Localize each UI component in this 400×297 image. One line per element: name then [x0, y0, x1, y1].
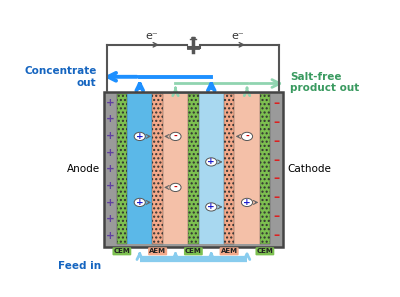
- Text: +: +: [106, 131, 114, 141]
- Text: +: +: [106, 114, 114, 124]
- Text: –: –: [274, 154, 280, 167]
- Text: –: –: [274, 172, 280, 185]
- Text: Salt-free
product out: Salt-free product out: [290, 72, 360, 93]
- Text: +: +: [106, 148, 114, 158]
- Bar: [117, 94, 127, 244]
- Bar: [188, 94, 198, 244]
- Text: –: –: [274, 229, 280, 241]
- Circle shape: [206, 203, 217, 211]
- Text: +: +: [208, 202, 215, 211]
- Text: +: +: [208, 157, 215, 166]
- Text: +: +: [136, 198, 144, 207]
- Bar: [260, 94, 270, 244]
- Text: –: –: [274, 210, 280, 223]
- Text: Concentrate
out: Concentrate out: [24, 66, 96, 88]
- Text: CEM: CEM: [256, 248, 273, 254]
- Bar: [224, 94, 234, 244]
- Circle shape: [170, 183, 181, 192]
- Bar: [104, 92, 282, 247]
- Text: Cathode: Cathode: [287, 165, 331, 174]
- Text: +: +: [136, 132, 144, 141]
- Bar: [163, 94, 188, 244]
- Text: AEM: AEM: [149, 248, 166, 254]
- Text: +: +: [106, 165, 114, 174]
- Text: -: -: [174, 132, 177, 141]
- Text: -: -: [174, 183, 177, 192]
- Bar: [224, 94, 234, 244]
- Text: +: +: [106, 214, 114, 225]
- Text: +: +: [243, 198, 251, 207]
- Text: AEM: AEM: [221, 248, 238, 254]
- Bar: [104, 92, 282, 247]
- Text: +: +: [106, 98, 114, 108]
- Circle shape: [206, 158, 217, 166]
- Text: +: +: [106, 181, 114, 191]
- Text: –: –: [274, 116, 280, 129]
- Text: e⁻: e⁻: [146, 31, 158, 41]
- Text: +: +: [106, 198, 114, 208]
- Bar: [152, 94, 163, 244]
- Text: Anode: Anode: [66, 165, 100, 174]
- Bar: [152, 94, 163, 244]
- Circle shape: [242, 198, 252, 206]
- Bar: [198, 94, 224, 244]
- Text: e⁻: e⁻: [232, 31, 244, 41]
- Bar: [188, 94, 198, 244]
- Circle shape: [134, 132, 145, 140]
- Bar: [117, 94, 127, 244]
- Text: –: –: [274, 191, 280, 204]
- Circle shape: [134, 198, 145, 206]
- Text: -: -: [245, 132, 249, 141]
- Circle shape: [170, 132, 181, 140]
- Bar: [234, 94, 260, 244]
- Text: –: –: [274, 135, 280, 148]
- Text: CEM: CEM: [114, 248, 130, 254]
- Text: CEM: CEM: [185, 248, 202, 254]
- Text: Feed in: Feed in: [58, 261, 101, 271]
- Text: +: +: [106, 231, 114, 241]
- Bar: [127, 94, 152, 244]
- Text: –: –: [274, 97, 280, 110]
- Bar: [260, 94, 270, 244]
- Circle shape: [242, 132, 252, 140]
